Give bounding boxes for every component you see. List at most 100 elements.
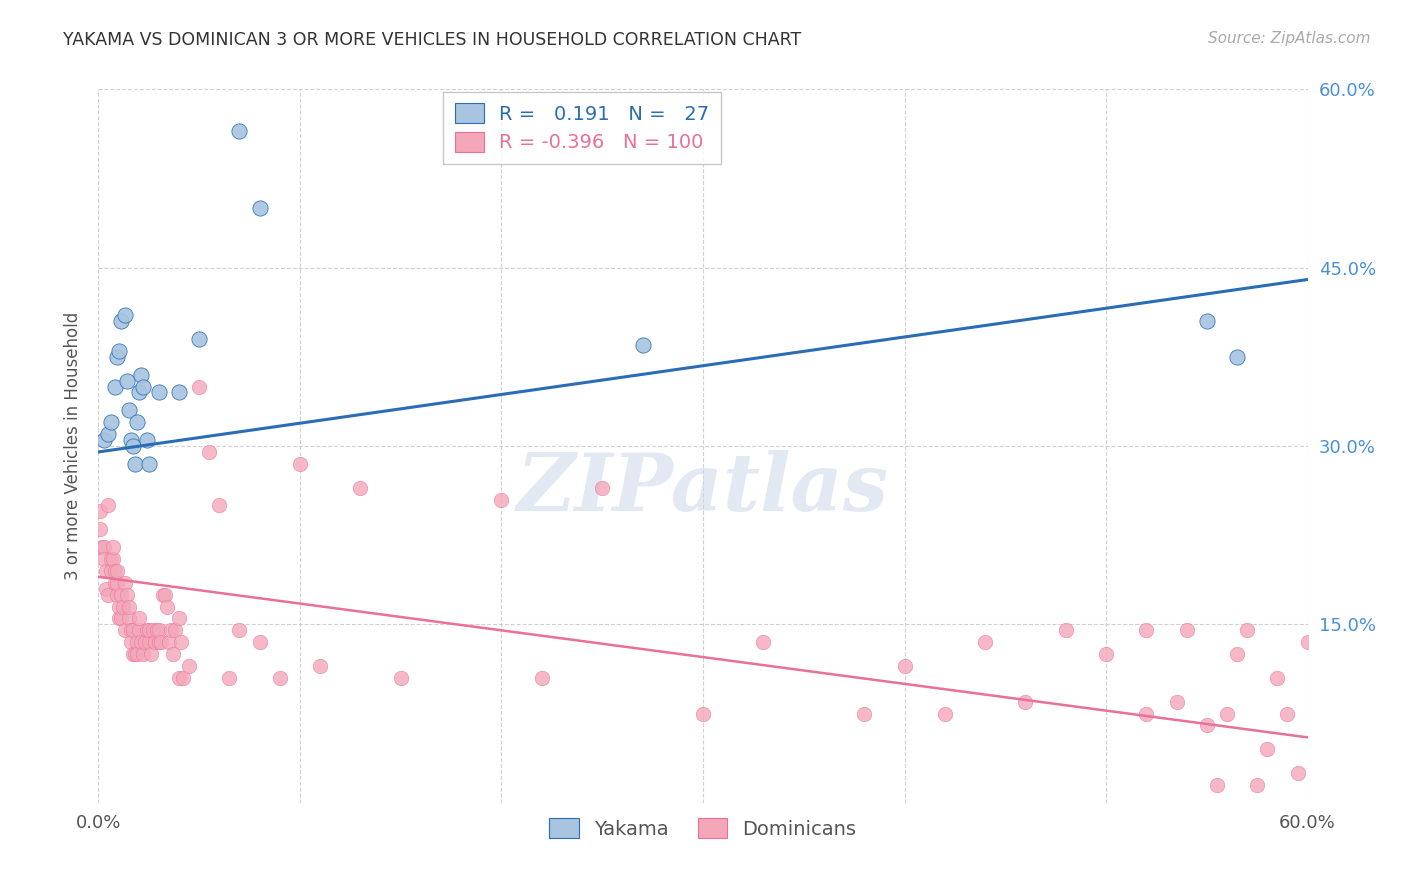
Point (142, 624, 165, 638)
Point (100, 564, 122, 578)
Point (146, 624, 169, 638)
Point (188, 332, 211, 346)
Point (118, 599, 141, 614)
Point (228, 124, 250, 138)
Point (1095, 647, 1118, 661)
Point (179, 659, 201, 673)
Point (125, 415, 148, 429)
Point (111, 599, 134, 614)
Point (105, 575, 128, 590)
Point (114, 308, 136, 322)
Point (125, 635, 148, 649)
Point (97, 499, 120, 513)
Text: YAKAMA VS DOMINICAN 3 OR MORE VEHICLES IN HOUSEHOLD CORRELATION CHART: YAKAMA VS DOMINICAN 3 OR MORE VEHICLES I… (63, 31, 801, 49)
Point (97, 427, 120, 442)
Point (218, 671, 240, 685)
Text: Source: ZipAtlas.com: Source: ZipAtlas.com (1208, 31, 1371, 46)
Point (91, 540, 114, 554)
Point (934, 706, 956, 721)
Point (156, 599, 179, 614)
Point (93, 433, 115, 447)
Point (105, 588, 128, 602)
Point (1296, 635, 1319, 649)
Point (188, 379, 211, 393)
Point (752, 635, 775, 649)
Point (1195, 718, 1218, 732)
Point (1166, 695, 1188, 709)
Point (172, 671, 194, 685)
Point (167, 385, 190, 400)
Point (163, 624, 186, 638)
Point (167, 611, 190, 625)
Point (1216, 706, 1239, 721)
Point (115, 374, 138, 388)
Point (149, 635, 172, 649)
Point (129, 635, 152, 649)
Point (228, 624, 250, 638)
Point (121, 647, 143, 661)
Point (114, 624, 136, 638)
Point (1267, 671, 1289, 685)
Point (530, 671, 553, 685)
Point (974, 635, 997, 649)
Point (1286, 766, 1309, 780)
Point (1277, 706, 1299, 721)
Point (1135, 706, 1157, 721)
Point (135, 624, 157, 638)
Point (167, 671, 190, 685)
Point (138, 624, 160, 638)
Point (893, 659, 915, 673)
Point (591, 481, 613, 495)
Point (124, 647, 146, 661)
Point (89, 504, 111, 518)
Point (288, 457, 311, 471)
Point (853, 706, 876, 721)
Point (93, 540, 115, 554)
Point (103, 575, 125, 590)
Point (118, 611, 141, 625)
Point (96, 582, 118, 596)
Point (1246, 778, 1268, 792)
Point (101, 552, 124, 566)
Point (631, 338, 654, 352)
Point (249, 201, 271, 215)
Point (121, 624, 143, 638)
Point (160, 624, 183, 638)
Point (1226, 647, 1249, 661)
Point (132, 647, 155, 661)
Point (128, 611, 150, 625)
Point (93, 552, 115, 566)
Point (153, 588, 176, 602)
Point (107, 599, 129, 614)
Point (1054, 624, 1077, 638)
Point (1256, 742, 1278, 756)
Point (1206, 778, 1229, 792)
Point (170, 635, 193, 649)
Legend: Yakama, Dominicans: Yakama, Dominicans (541, 811, 865, 847)
Point (107, 343, 129, 358)
Point (97, 588, 120, 602)
Point (1226, 350, 1249, 364)
Point (349, 481, 371, 495)
Point (157, 635, 180, 649)
Point (105, 564, 128, 578)
Point (143, 635, 166, 649)
Point (139, 647, 162, 661)
Point (115, 588, 138, 602)
Point (128, 624, 150, 638)
Point (249, 635, 271, 649)
Point (120, 635, 142, 649)
Point (96, 564, 118, 578)
Point (121, 439, 143, 453)
Point (692, 706, 714, 721)
Point (148, 624, 170, 638)
Point (114, 575, 136, 590)
Point (135, 433, 157, 447)
Point (198, 445, 221, 459)
Point (1175, 624, 1198, 638)
Point (491, 492, 513, 507)
Point (1135, 624, 1157, 638)
Y-axis label: 3 or more Vehicles in Household: 3 or more Vehicles in Household (65, 312, 83, 580)
Point (128, 385, 150, 400)
Point (309, 659, 332, 673)
